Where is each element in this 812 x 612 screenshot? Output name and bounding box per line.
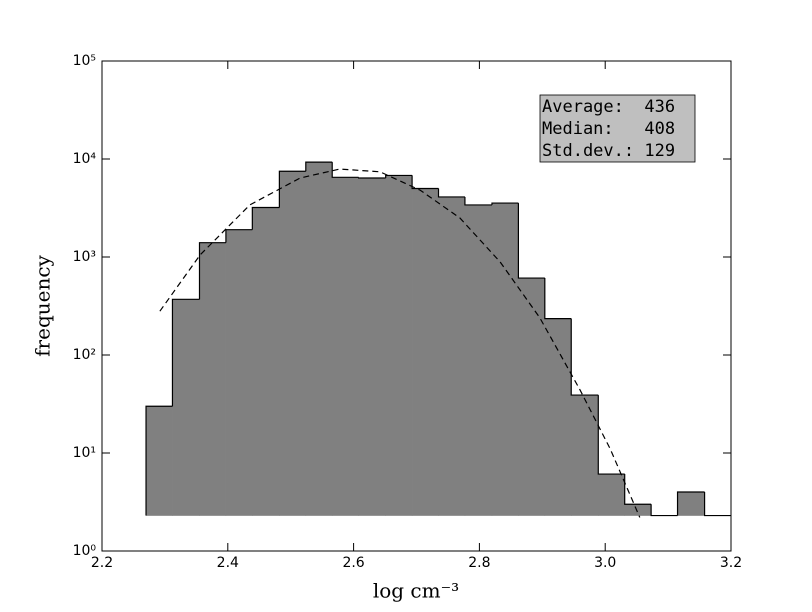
y-axis-label: frequency: [31, 254, 55, 356]
histogram-edge: [171, 298, 200, 407]
x-tick-label: 2.6: [342, 555, 364, 571]
histogram-bar: [279, 170, 307, 516]
histogram-bar: [331, 177, 359, 516]
histogram-bar: [225, 229, 253, 516]
histogram-edge: [145, 405, 173, 516]
histogram-edge: [491, 202, 519, 205]
histogram-bar: [385, 175, 413, 516]
histogram-bar: [305, 161, 333, 516]
histogram-edge: [650, 504, 678, 517]
histogram-edge: [278, 170, 306, 208]
histogram-edge: [331, 162, 359, 178]
x-tick-label: 3.2: [720, 555, 742, 571]
histogram-bar: [252, 207, 280, 516]
histogram-edge: [437, 188, 465, 198]
x-tick-label: 3.0: [594, 555, 616, 571]
histogram-bar: [411, 188, 439, 516]
x-tick-label: 2.4: [217, 555, 239, 571]
plot-frame: [101, 60, 732, 552]
x-tick-label: 2.2: [91, 555, 113, 571]
y-tick-label: 10¹: [73, 445, 96, 461]
histogram-bar: [145, 405, 173, 516]
stats-box: [539, 94, 696, 163]
x-axis-label: log cm⁻³: [373, 579, 459, 603]
histogram-edge: [305, 161, 333, 172]
histogram-edge: [703, 491, 731, 517]
histogram-edge: [517, 203, 545, 279]
histogram-bar: [570, 394, 599, 516]
histogram-edge: [464, 196, 492, 206]
histogram-bar: [677, 491, 705, 516]
histogram-edge: [570, 318, 599, 396]
histogram-edge: [411, 175, 439, 190]
y-tick-label: 10⁰: [73, 543, 97, 559]
histogram-bar: [438, 196, 466, 516]
fit-curve: [159, 168, 641, 518]
histogram-bar: [624, 503, 652, 516]
y-tick-label: 10³: [73, 249, 96, 265]
histogram-edge: [385, 174, 413, 178]
histogram-edge: [597, 395, 625, 475]
histogram-bar: [464, 204, 493, 516]
histogram-bar: [598, 473, 625, 516]
histogram-edge: [198, 242, 226, 300]
histogram-edge: [624, 474, 652, 505]
histogram-edge: [251, 206, 280, 230]
y-tick-label: 10²: [73, 347, 96, 363]
histogram-bar: [518, 277, 546, 516]
histogram-edge: [358, 177, 386, 179]
histogram-bar: [544, 318, 572, 516]
stats-line: Median: 408: [542, 119, 675, 139]
histogram-bar: [172, 299, 200, 516]
stats-line: Std.dev.: 129: [542, 141, 675, 161]
y-tick-label: 10⁴: [73, 151, 97, 167]
stats-line: Average: 436: [542, 97, 675, 117]
histogram-bar: [358, 177, 386, 516]
histogram-bar: [491, 202, 519, 516]
histogram-bar: [199, 242, 227, 516]
y-tick-label: 10⁵: [73, 53, 96, 69]
histogram-edge: [676, 491, 705, 516]
x-tick-label: 2.8: [468, 555, 490, 571]
histogram-edge: [544, 278, 572, 320]
